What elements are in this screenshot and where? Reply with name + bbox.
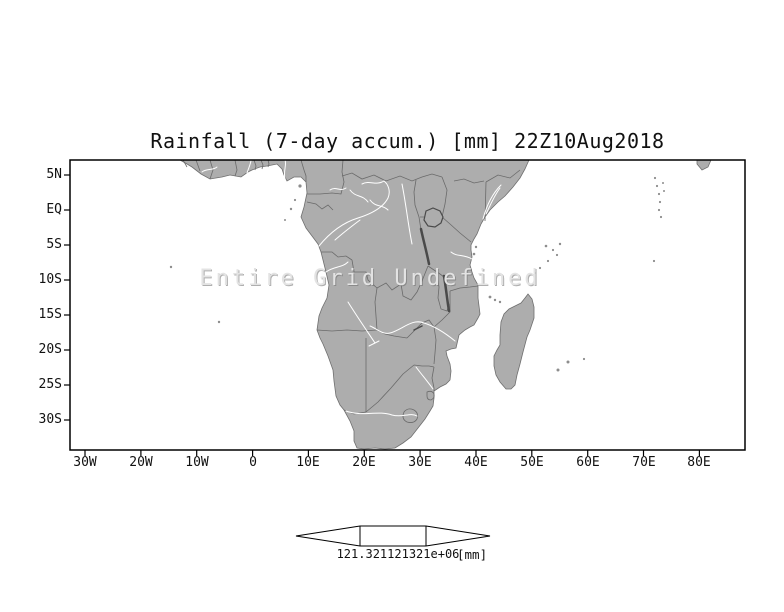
madagascar-island [493,293,535,390]
x-tick-label: 0 [249,455,257,470]
x-tick-label: 50E [520,455,544,470]
colorbar-value-label: 121.321121321e+06 [336,547,460,561]
africa-landmass [179,160,530,450]
plot-title: Rainfall (7-day accum.) [mm] 22Z10Aug201… [150,129,665,153]
island-dots [169,176,665,372]
x-tick-label: 30E [408,455,432,470]
x-tick-label: 60E [576,455,600,470]
rivers [201,160,502,417]
y-tick-label: 10S [38,272,62,287]
lakes [413,207,451,331]
y-tick-label: 15S [38,307,62,322]
lake-kariba [413,325,423,331]
map-canvas [64,159,746,456]
map-layers [169,160,712,450]
colorbar-shape [295,525,491,547]
y-tick-label: 5S [46,237,62,252]
x-tick-label: 80E [687,455,711,470]
x-tick-label: 10E [296,455,320,470]
x-tick-label: 70E [632,455,656,470]
undefined-grid-message: Entire Grid Undefined [199,266,541,291]
x-tick-label: 10W [185,455,209,470]
x-tick-label: 40E [464,455,488,470]
x-tick-label: 30W [73,455,97,470]
plot-frame [69,159,746,451]
sri-lanka-island [696,160,712,171]
x-tick-label: 20E [352,455,376,470]
colorbar-units-label: [mm] [457,547,488,562]
colorbar [295,525,491,547]
lake-victoria [423,207,444,228]
x-tick-label: 20W [129,455,153,470]
y-tick-label: 30S [38,412,62,427]
axis-ticks [64,174,701,456]
y-tick-label: 5N [46,167,62,182]
y-tick-label: 20S [38,342,62,357]
lake-tanganyika [419,227,431,266]
lake-malawi [442,274,451,313]
y-tick-label: 25S [38,377,62,392]
country-borders [182,160,521,423]
y-tick-label: EQ [46,202,62,217]
